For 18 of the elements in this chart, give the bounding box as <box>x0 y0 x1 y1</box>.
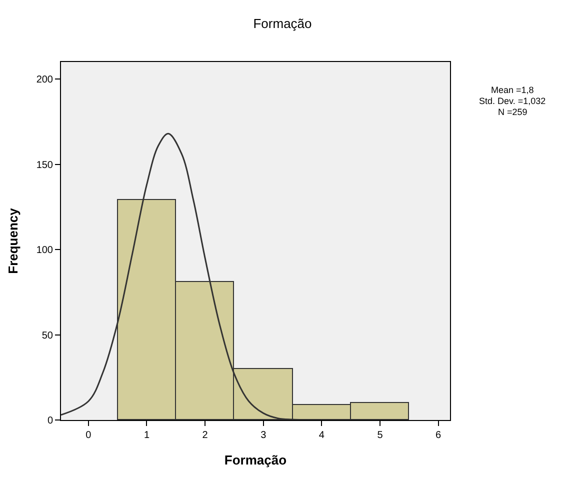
x-tick-label: 5 <box>377 430 384 441</box>
x-tick-label: 3 <box>260 430 267 441</box>
x-tick-label: 4 <box>318 430 325 441</box>
y-tick-label: 50 <box>42 330 54 342</box>
x-tick-label: 1 <box>144 430 150 441</box>
y-tick-label: 100 <box>36 245 54 256</box>
text: Mean =1,8 <box>491 85 534 95</box>
x-tick-label: 0 <box>86 430 92 441</box>
y-tick-label: 0 <box>47 416 54 426</box>
chart-title: Formação <box>253 16 312 32</box>
x-axis-title: Formação <box>224 452 287 468</box>
y-tick-label: 150 <box>36 160 54 171</box>
y-axis-title: Frequency <box>5 207 20 274</box>
x-tick-label: 2 <box>202 430 208 441</box>
text: N =259 <box>498 107 528 117</box>
x-tick-label: 6 <box>436 430 442 441</box>
y-tick-label: 200 <box>36 74 54 86</box>
text: Std. Dev. =1,032 <box>479 96 546 106</box>
